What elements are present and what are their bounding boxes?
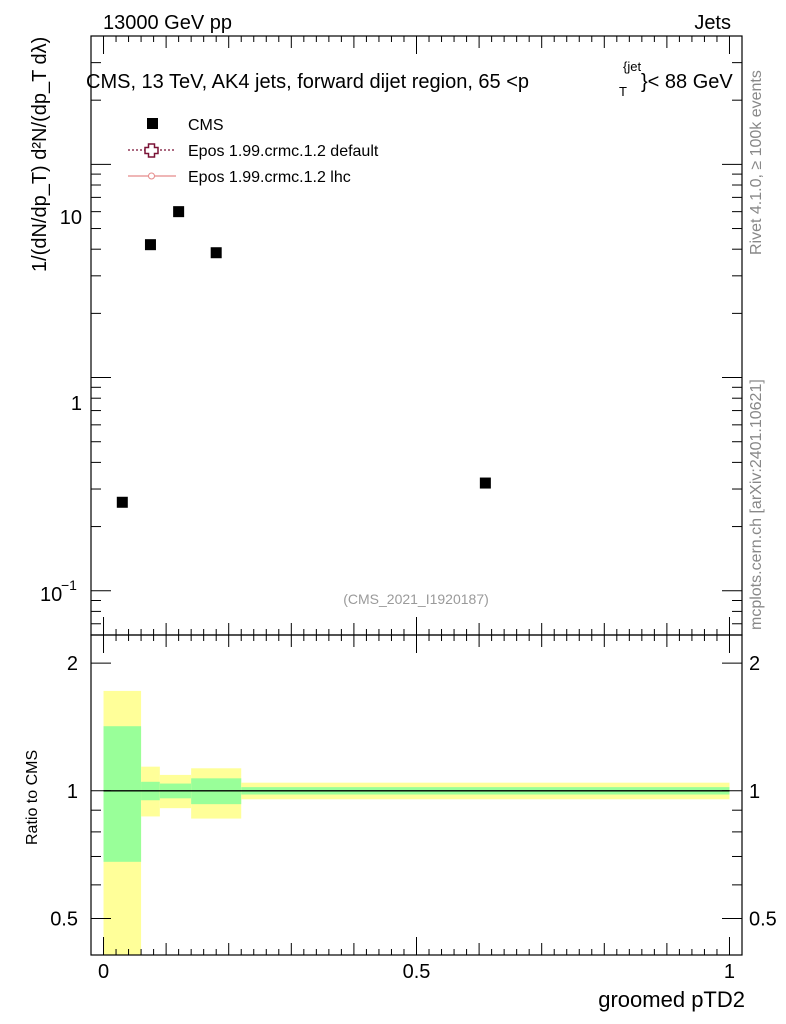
y-tick-exp-power: −1 [61,577,77,593]
plot-title: CMS, 13 TeV, AK4 jets, forward dijet reg… [86,59,733,99]
y-tick-label-10: 10 [60,207,82,229]
ratio-y-tick-label-0.5: 0.5 [50,908,78,930]
cms-data-point [144,239,156,251]
legend-label-epos-lhc: Epos 1.99.crmc.1.2 lhc [188,169,351,186]
title-sub: T [619,84,627,99]
x-axis-label: groomed pTD2 [598,987,745,1012]
title-tail: }< 88 GeV [641,71,733,93]
ratio-y-axis-label: Ratio to CMS [24,750,41,845]
x-tick-label-1: 1 [724,961,735,983]
y-tick-exp-base: 10 [40,584,62,606]
rivet-label: Rivet 4.1.0, ≥ 100k events [748,70,765,255]
category-label: Jets [694,12,731,34]
legend-marker-epos-default [128,143,176,158]
analysis-id: (CMS_2021_I1920187) [343,591,489,607]
cms-data-point [173,206,185,218]
ratio-y-tick-label-0.5-right: 0.5 [749,908,777,930]
x-tick-label-0: 0 [98,961,109,983]
y-axis-label-text: 1/(dN/dp_T) d²N/(dp_T dλ) [29,37,51,272]
cms-data-point [210,247,222,259]
ratio-panel: 2 1 0.5 2 1 0.5 0 0.5 1 Ratio to CMS gro… [24,634,777,1012]
cms-data-points [116,206,491,508]
ratio-x-ticks [103,635,730,955]
ratio-y-tick-label-2-right: 2 [749,653,760,675]
main-panel: 10 1 10 −1 CMS, 13 TeV, AK4 jets, forwar… [29,35,743,636]
main-x-ticks [103,36,730,635]
y-tick-label-0.1: 10 −1 [40,577,77,606]
ratio-stat-band [103,726,142,862]
ratio-y-tick-label-1: 1 [67,781,78,803]
cms-data-point [479,477,491,489]
legend-marker-cms [147,118,158,129]
y-tick-label-1: 1 [71,393,82,415]
ratio-y-tick-label-2: 2 [67,653,78,675]
legend-marker-epos-lhc [128,172,176,180]
main-y-axis-label: 1/(dN/dp_T) d²N/(dp_T dλ) [29,37,51,272]
energy-label: 13000 GeV pp [103,12,232,34]
legend-label-epos-default: Epos 1.99.crmc.1.2 default [188,143,379,160]
title-main: CMS, 13 TeV, AK4 jets, forward dijet reg… [86,71,529,93]
ratio-y-tick-label-1-right: 1 [749,781,760,803]
ratio-y-ticks [91,662,742,919]
cms-data-point [116,496,128,508]
legend-label-cms: CMS [188,117,224,134]
title-sup: {jet [623,59,641,74]
mcplots-label: mcplots.cern.ch [arXiv:2401.10621] [748,379,765,630]
x-tick-label-0.5: 0.5 [403,961,431,983]
ratio-uncertainty-bands [103,690,730,955]
legend: CMS Epos 1.99.crmc.1.2 default Epos 1.99… [128,117,379,186]
main-y-ticks [91,35,742,625]
